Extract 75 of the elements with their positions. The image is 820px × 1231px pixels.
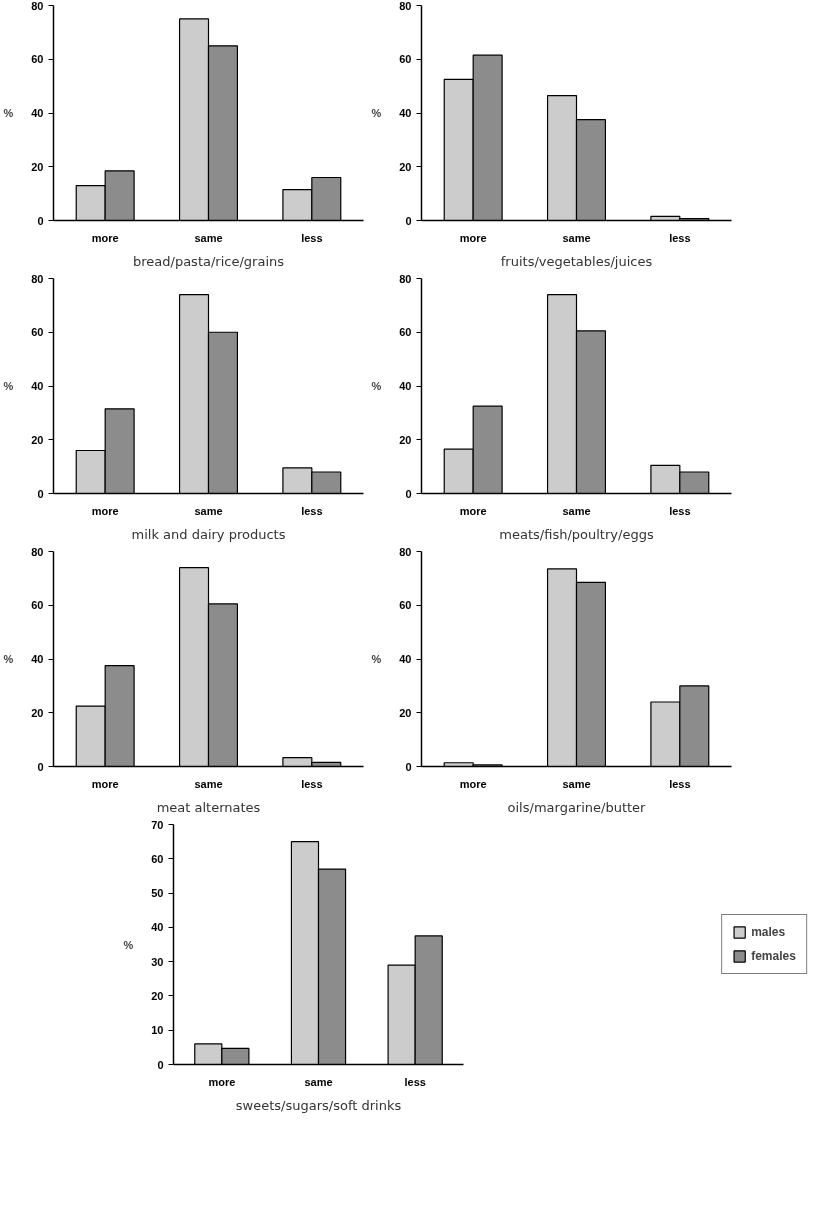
y-tick-label: 40 — [399, 653, 412, 665]
y-tick-label: 20 — [31, 160, 44, 173]
y-axis-title: % — [371, 653, 382, 665]
x-tick-label: same — [194, 777, 223, 790]
text: meats/fish/poultry/eggs — [499, 526, 654, 542]
x-tick-label: more — [91, 504, 119, 517]
y-tick-label: 60 — [31, 599, 44, 612]
x-tick-label: more — [208, 1075, 236, 1088]
x-tick-label: less — [669, 504, 691, 517]
x-tick-label: less — [301, 231, 323, 244]
x-tick-label: more — [459, 777, 487, 790]
y-tick-label: 20 — [399, 433, 412, 446]
text: oils/margarine/butter — [507, 799, 647, 815]
y-tick-label: 20 — [31, 433, 44, 446]
x-tick-label: same — [562, 777, 591, 790]
x-tick-label: less — [669, 777, 691, 790]
y-tick-label: 60 — [399, 53, 412, 66]
y-axis-title: % — [3, 380, 14, 392]
legend-label: males — [751, 925, 786, 939]
text: bread/pasta/rice/grains — [132, 253, 285, 269]
text: fruits/vegetables/juices — [500, 253, 653, 269]
y-tick-label: 60 — [31, 326, 44, 339]
y-tick-label: 0 — [405, 760, 412, 773]
y-tick-label: 60 — [399, 599, 412, 612]
text: meat alternates — [156, 799, 261, 815]
y-axis-title: % — [123, 938, 134, 951]
y-tick-label: 20 — [399, 706, 412, 719]
x-tick-label: more — [459, 504, 487, 517]
y-tick-label: 80 — [399, 545, 412, 558]
y-tick-label: 60 — [399, 326, 412, 339]
y-tick-label: 80 — [399, 0, 412, 12]
y-tick-label: 20 — [151, 989, 164, 1002]
y-tick-label: 60 — [151, 852, 164, 865]
y-tick-label: 40 — [399, 107, 412, 119]
text: milk and dairy products — [131, 526, 286, 542]
y-axis-title: % — [3, 107, 14, 119]
x-tick-label: less — [669, 231, 691, 244]
y-tick-label: 0 — [157, 1058, 164, 1071]
x-tick-label: same — [194, 504, 223, 517]
x-tick-label: same — [304, 1075, 333, 1088]
y-tick-label: 40 — [399, 380, 412, 392]
y-tick-label: 80 — [31, 0, 44, 12]
y-tick-label: 40 — [31, 653, 44, 665]
y-axis-title: % — [3, 653, 14, 665]
y-tick-label: 50 — [151, 887, 164, 900]
y-tick-label: 60 — [31, 53, 44, 66]
y-tick-label: 30 — [151, 955, 164, 968]
y-axis-title: % — [371, 107, 382, 119]
y-tick-label: 20 — [399, 160, 412, 173]
y-axis-title: % — [371, 380, 382, 392]
x-tick-label: more — [91, 231, 119, 244]
x-tick-label: same — [562, 231, 591, 244]
x-tick-label: same — [194, 231, 223, 244]
x-tick-label: same — [562, 504, 591, 517]
y-tick-label: 40 — [31, 380, 44, 392]
x-tick-label: more — [91, 777, 119, 790]
x-tick-label: less — [301, 504, 323, 517]
y-tick-label: 0 — [37, 487, 44, 500]
x-tick-label: less — [404, 1075, 426, 1088]
y-tick-label: 80 — [31, 272, 44, 285]
y-tick-label: 0 — [37, 214, 44, 227]
y-tick-label: 0 — [37, 760, 44, 773]
y-tick-label: 80 — [31, 545, 44, 558]
y-tick-label: 10 — [151, 1024, 164, 1037]
x-tick-label: more — [459, 231, 487, 244]
x-tick-label: less — [301, 777, 323, 790]
y-tick-label: 0 — [405, 214, 412, 227]
y-tick-label: 0 — [405, 487, 412, 500]
y-tick-label: 40 — [31, 107, 44, 119]
y-tick-label: 80 — [399, 272, 412, 285]
text: sweets/sugars/soft drinks — [235, 1097, 402, 1113]
y-tick-label: 70 — [151, 818, 164, 831]
y-tick-label: 20 — [31, 706, 44, 719]
y-tick-label: 40 — [151, 921, 164, 934]
legend-label: females — [751, 949, 796, 963]
